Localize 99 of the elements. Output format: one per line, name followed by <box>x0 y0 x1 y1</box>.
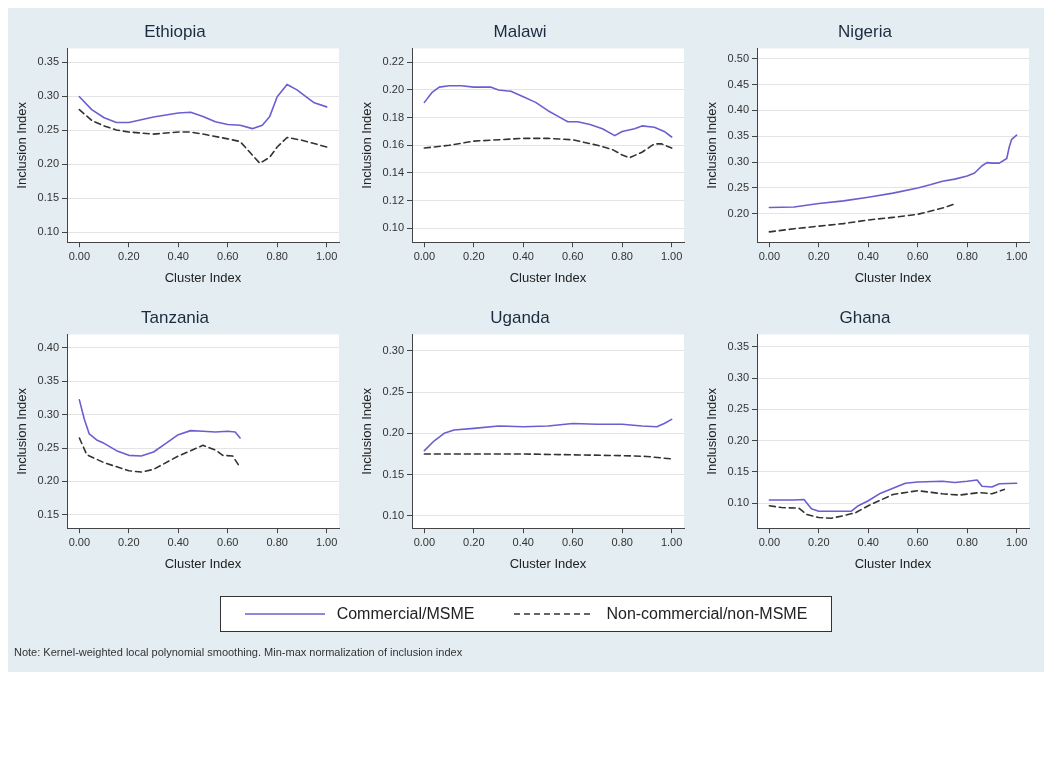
x-tick-label: 0.40 <box>857 249 880 262</box>
y-tick-label: 0.15 <box>37 507 59 520</box>
x-axis-title: Cluster Index <box>509 269 587 285</box>
x-tick-label: 0.20 <box>808 249 830 262</box>
x-tick-label: 1.00 <box>660 535 683 548</box>
chart-title: Tanzania <box>140 307 210 327</box>
y-tick-label: 0.20 <box>382 426 404 439</box>
x-tick-label: 0.20 <box>808 535 830 548</box>
y-tick-label: 0.10 <box>37 225 59 238</box>
chart-title: Ethiopia <box>143 21 206 41</box>
x-tick-label: 0.80 <box>611 535 633 548</box>
y-axis-title: Inclusion Index <box>14 387 30 475</box>
x-tick-label: 0.60 <box>216 535 239 548</box>
chart-title: Ghana <box>839 307 892 327</box>
y-tick-label: 0.35 <box>727 339 750 352</box>
chart-title: Uganda <box>490 307 551 327</box>
y-tick-label: 0.15 <box>382 467 404 480</box>
x-tick-label: 0.60 <box>562 249 584 262</box>
y-axis-title: Inclusion Index <box>704 387 720 475</box>
y-tick-label: 0.10 <box>727 496 750 509</box>
x-axis-title: Cluster Index <box>509 555 587 571</box>
y-tick-label: 0.45 <box>727 77 750 90</box>
x-tick-label: 1.00 <box>1006 249 1028 262</box>
line-series <box>78 108 328 165</box>
x-tick-label: 0.40 <box>512 249 534 262</box>
x-tick-label: 0.40 <box>167 535 189 548</box>
x-tick-label: 0.20 <box>117 535 140 548</box>
x-tick-label: 0.40 <box>167 249 189 262</box>
text: Note: Kernel-weighted local polynomial smoothing. Min-max normalization of inclusion index <box>14 646 464 658</box>
y-tick-label: 0.14 <box>382 166 404 179</box>
y-tick-label: 0.18 <box>382 110 404 123</box>
x-tick-label: 0.20 <box>117 249 140 262</box>
x-tick-label: 0.60 <box>216 249 239 262</box>
x-axis-title: Cluster Index <box>855 269 933 285</box>
x-tick-label: 0.00 <box>413 535 436 548</box>
x-tick-label: 0.00 <box>758 249 781 262</box>
x-tick-label: 1.00 <box>660 249 683 262</box>
y-tick-label: 0.40 <box>37 340 59 353</box>
x-tick-label: 0.80 <box>266 535 288 548</box>
line-series <box>768 488 1006 519</box>
x-tick-label: 0.20 <box>463 535 485 548</box>
x-tick-label: 0.40 <box>512 535 534 548</box>
x-axis-title: Cluster Index <box>164 555 242 571</box>
y-tick-label: 0.22 <box>382 55 404 68</box>
y-tick-label: 0.15 <box>727 464 750 477</box>
y-axis-title: Inclusion Index <box>359 101 375 189</box>
x-tick-label: 0.00 <box>68 535 90 548</box>
y-tick-label: 0.35 <box>37 55 59 68</box>
y-tick-label: 0.20 <box>382 82 404 95</box>
chart-title: Nigeria <box>838 21 893 41</box>
y-axis-title: Inclusion Index <box>704 101 720 189</box>
line-series <box>423 137 673 159</box>
y-tick-label: 0.30 <box>37 407 59 420</box>
y-tick-label: 0.20 <box>727 206 750 219</box>
y-tick-label: 0.30 <box>382 343 404 356</box>
x-tick-label: 0.00 <box>413 249 436 262</box>
legend-label: Non-commercial/non-MSME <box>606 605 808 623</box>
chart-title: Malawi <box>493 21 547 41</box>
x-tick-label: 1.00 <box>315 249 337 262</box>
x-tick-label: 0.80 <box>266 249 288 262</box>
x-axis-title: Cluster Index <box>164 269 242 285</box>
y-tick-label: 0.25 <box>37 123 59 136</box>
x-tick-label: 0.20 <box>463 249 485 262</box>
y-tick-label: 0.35 <box>727 129 750 142</box>
x-tick-label: 0.80 <box>611 249 633 262</box>
y-tick-label: 0.10 <box>382 221 404 234</box>
x-tick-label: 0.60 <box>562 535 584 548</box>
x-tick-label: 1.00 <box>1006 535 1028 548</box>
y-tick-label: 0.30 <box>37 89 59 102</box>
x-tick-label: 0.80 <box>956 249 979 262</box>
y-axis-title: Inclusion Index <box>14 101 30 189</box>
x-tick-label: 0.60 <box>907 249 929 262</box>
y-tick-label: 0.16 <box>382 138 404 151</box>
x-tick-label: 0.60 <box>907 535 929 548</box>
x-tick-label: 0.80 <box>956 535 979 548</box>
x-tick-label: 0.00 <box>758 535 781 548</box>
y-axis-title: Inclusion Index <box>359 387 375 475</box>
y-tick-label: 0.30 <box>727 155 750 168</box>
y-tick-label: 0.15 <box>37 191 59 204</box>
x-tick-label: 1.00 <box>315 535 337 548</box>
y-tick-label: 0.12 <box>382 193 404 206</box>
y-tick-label: 0.20 <box>727 433 750 446</box>
y-tick-label: 0.40 <box>727 103 750 116</box>
x-tick-label: 0.40 <box>857 535 880 548</box>
line-series <box>768 203 956 233</box>
y-tick-label: 0.25 <box>382 385 404 398</box>
x-tick-label: 0.00 <box>68 249 90 262</box>
y-tick-label: 0.25 <box>727 402 750 415</box>
y-tick-label: 0.30 <box>727 371 750 384</box>
y-tick-label: 0.25 <box>37 441 59 454</box>
y-tick-label: 0.20 <box>37 474 59 487</box>
y-tick-label: 0.50 <box>727 51 750 64</box>
legend-label: Commercial/MSME <box>336 605 475 623</box>
y-tick-label: 0.35 <box>37 374 59 387</box>
y-tick-label: 0.10 <box>382 508 404 521</box>
line-series <box>78 437 241 473</box>
y-tick-label: 0.25 <box>727 180 750 193</box>
y-tick-label: 0.20 <box>37 157 59 170</box>
x-axis-title: Cluster Index <box>855 555 933 571</box>
